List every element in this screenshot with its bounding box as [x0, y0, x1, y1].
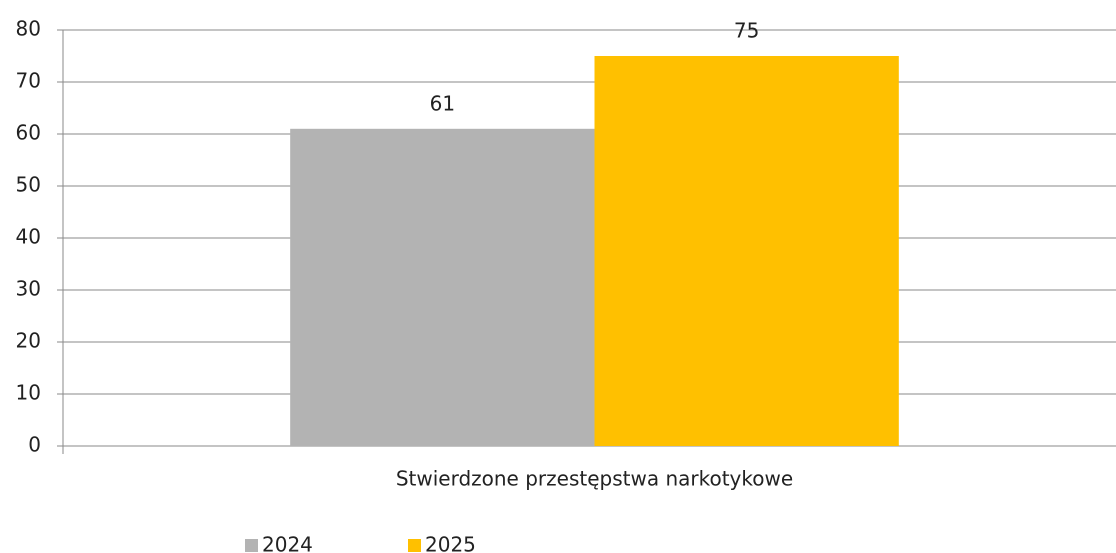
- legend-swatch: [408, 539, 421, 552]
- value-label: 75: [734, 19, 759, 43]
- bar: [594, 56, 899, 446]
- legend-swatch: [245, 539, 258, 552]
- y-tick-label: 60: [16, 121, 41, 145]
- bar: [290, 128, 595, 447]
- y-tick-label: 50: [16, 173, 41, 197]
- y-tick-label: 40: [16, 225, 41, 249]
- legend-label: 2024: [262, 533, 313, 553]
- x-tick-label: Stwierdzone przestępstwa narkotykowe: [396, 467, 793, 491]
- y-tick-label: 10: [16, 381, 41, 405]
- y-tick-label: 20: [16, 329, 41, 353]
- legend-label: 2025: [425, 533, 476, 553]
- y-tick-label: 0: [28, 433, 41, 457]
- value-label: 61: [430, 91, 455, 115]
- y-tick-label: 80: [16, 17, 41, 41]
- y-tick-label: 30: [16, 277, 41, 301]
- y-tick-label: 70: [16, 69, 41, 93]
